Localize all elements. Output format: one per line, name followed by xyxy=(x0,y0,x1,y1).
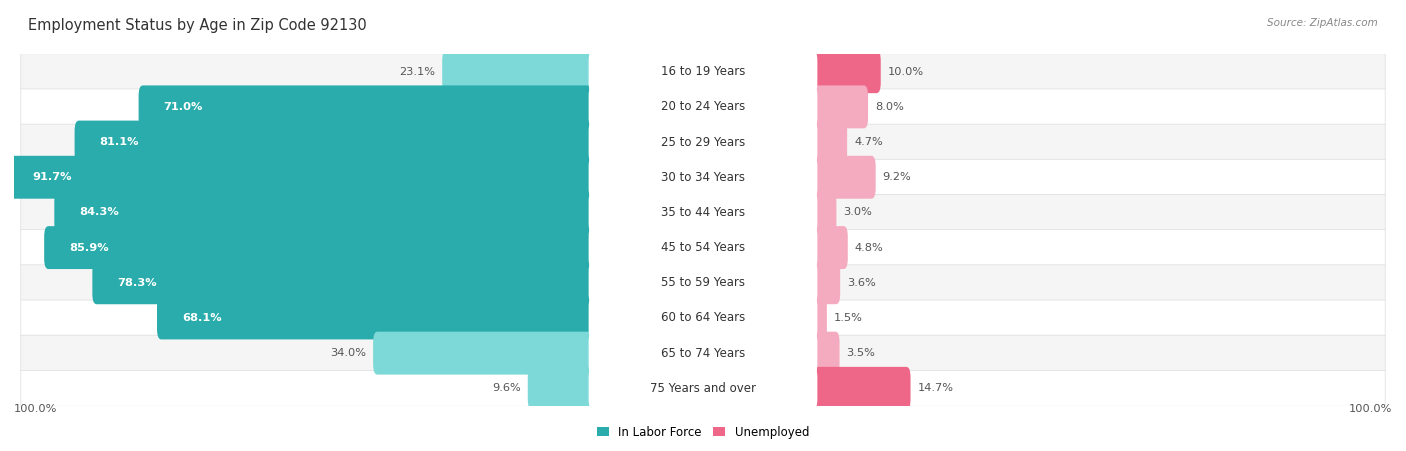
FancyBboxPatch shape xyxy=(373,331,707,375)
FancyBboxPatch shape xyxy=(7,156,707,199)
FancyBboxPatch shape xyxy=(699,226,848,269)
Text: 85.9%: 85.9% xyxy=(69,243,108,253)
Text: 3.6%: 3.6% xyxy=(846,278,876,288)
FancyBboxPatch shape xyxy=(589,191,817,234)
FancyBboxPatch shape xyxy=(21,230,1385,266)
Text: 4.8%: 4.8% xyxy=(855,243,883,253)
FancyBboxPatch shape xyxy=(589,367,817,410)
Text: 35 to 44 Years: 35 to 44 Years xyxy=(661,206,745,219)
FancyBboxPatch shape xyxy=(157,296,707,340)
Text: 60 to 64 Years: 60 to 64 Years xyxy=(661,312,745,324)
Text: 1.5%: 1.5% xyxy=(834,313,863,323)
FancyBboxPatch shape xyxy=(75,120,707,164)
FancyBboxPatch shape xyxy=(21,89,1385,125)
FancyBboxPatch shape xyxy=(699,331,839,375)
FancyBboxPatch shape xyxy=(21,54,1385,90)
FancyBboxPatch shape xyxy=(589,331,817,375)
Text: 65 to 74 Years: 65 to 74 Years xyxy=(661,347,745,359)
Text: 3.5%: 3.5% xyxy=(846,348,876,358)
FancyBboxPatch shape xyxy=(21,300,1385,336)
FancyBboxPatch shape xyxy=(21,370,1385,406)
Text: 55 to 59 Years: 55 to 59 Years xyxy=(661,276,745,289)
Legend: In Labor Force, Unemployed: In Labor Force, Unemployed xyxy=(598,426,808,439)
FancyBboxPatch shape xyxy=(55,191,707,234)
FancyBboxPatch shape xyxy=(21,124,1385,160)
Text: 34.0%: 34.0% xyxy=(330,348,366,358)
FancyBboxPatch shape xyxy=(589,296,817,340)
Text: 10.0%: 10.0% xyxy=(887,67,924,77)
Text: 9.2%: 9.2% xyxy=(883,172,911,182)
Text: 84.3%: 84.3% xyxy=(79,207,120,217)
FancyBboxPatch shape xyxy=(589,261,817,304)
FancyBboxPatch shape xyxy=(589,226,817,269)
Text: 23.1%: 23.1% xyxy=(399,67,436,77)
Text: 100.0%: 100.0% xyxy=(1348,404,1392,414)
FancyBboxPatch shape xyxy=(699,296,827,340)
FancyBboxPatch shape xyxy=(93,261,707,304)
Text: 14.7%: 14.7% xyxy=(918,383,953,393)
FancyBboxPatch shape xyxy=(21,194,1385,230)
FancyBboxPatch shape xyxy=(527,367,707,410)
Text: 68.1%: 68.1% xyxy=(181,313,221,323)
Text: 4.7%: 4.7% xyxy=(853,137,883,147)
FancyBboxPatch shape xyxy=(21,265,1385,301)
FancyBboxPatch shape xyxy=(699,120,848,164)
FancyBboxPatch shape xyxy=(21,335,1385,371)
Text: 71.0%: 71.0% xyxy=(163,102,202,112)
FancyBboxPatch shape xyxy=(699,367,911,410)
Text: Source: ZipAtlas.com: Source: ZipAtlas.com xyxy=(1267,18,1378,28)
Text: 81.1%: 81.1% xyxy=(100,137,139,147)
Text: 8.0%: 8.0% xyxy=(875,102,904,112)
FancyBboxPatch shape xyxy=(21,159,1385,195)
FancyBboxPatch shape xyxy=(139,85,707,129)
Text: 3.0%: 3.0% xyxy=(844,207,872,217)
FancyBboxPatch shape xyxy=(699,85,868,129)
FancyBboxPatch shape xyxy=(589,156,817,199)
Text: 25 to 29 Years: 25 to 29 Years xyxy=(661,136,745,148)
Text: 100.0%: 100.0% xyxy=(14,404,58,414)
Text: 30 to 34 Years: 30 to 34 Years xyxy=(661,171,745,184)
Text: 9.6%: 9.6% xyxy=(492,383,520,393)
FancyBboxPatch shape xyxy=(699,261,841,304)
Text: 91.7%: 91.7% xyxy=(32,172,72,182)
FancyBboxPatch shape xyxy=(699,50,880,93)
Text: 75 Years and over: 75 Years and over xyxy=(650,382,756,395)
FancyBboxPatch shape xyxy=(699,191,837,234)
FancyBboxPatch shape xyxy=(589,120,817,164)
Text: 20 to 24 Years: 20 to 24 Years xyxy=(661,101,745,113)
FancyBboxPatch shape xyxy=(44,226,707,269)
FancyBboxPatch shape xyxy=(443,50,707,93)
FancyBboxPatch shape xyxy=(589,85,817,129)
Text: Employment Status by Age in Zip Code 92130: Employment Status by Age in Zip Code 921… xyxy=(28,18,367,33)
FancyBboxPatch shape xyxy=(589,50,817,93)
FancyBboxPatch shape xyxy=(699,156,876,199)
Text: 45 to 54 Years: 45 to 54 Years xyxy=(661,241,745,254)
Text: 78.3%: 78.3% xyxy=(117,278,157,288)
Text: 16 to 19 Years: 16 to 19 Years xyxy=(661,65,745,78)
